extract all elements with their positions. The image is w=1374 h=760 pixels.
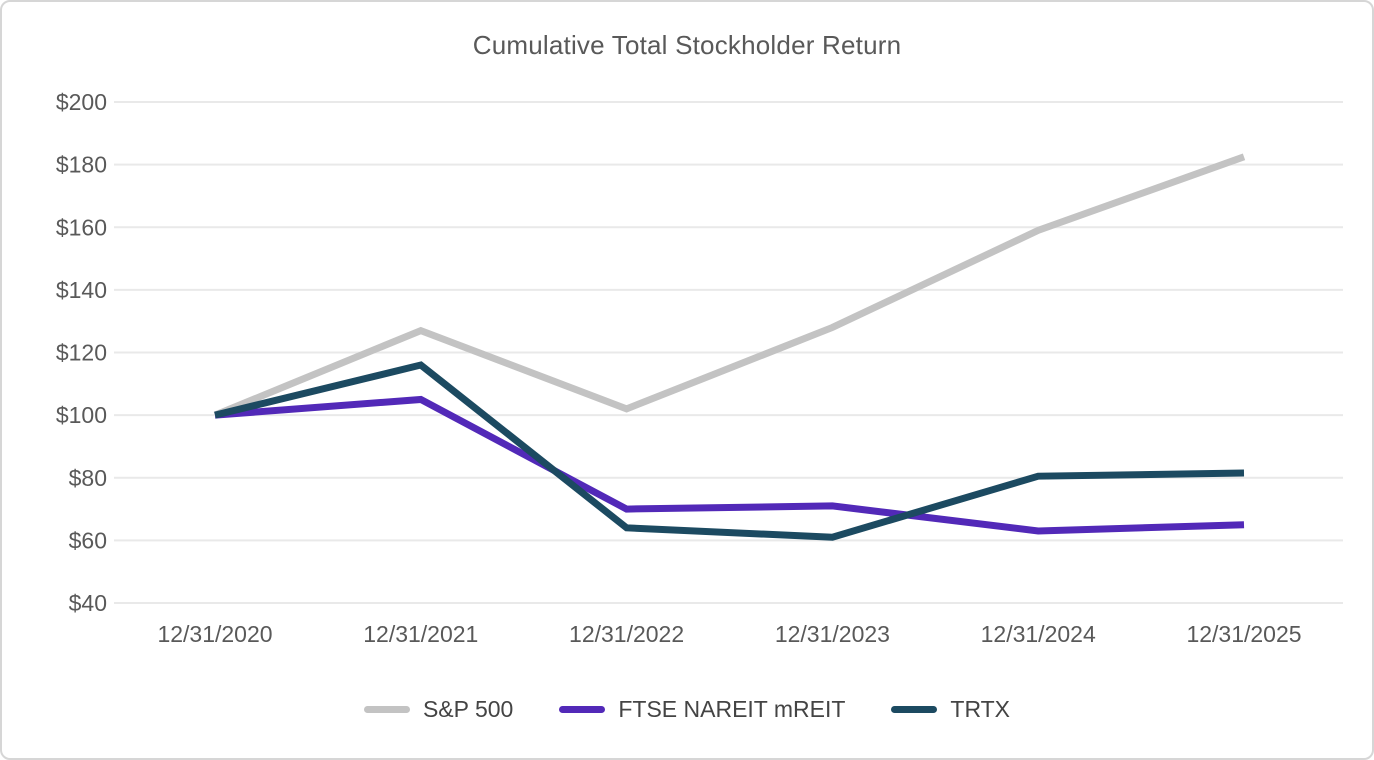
y-axis-tick-label: $200 [56,89,107,115]
legend-swatch-icon [559,706,606,713]
y-axis-tick-label: $140 [56,277,107,303]
y-axis-tick-label: $120 [56,340,107,366]
y-axis-tick-label: $80 [69,465,107,491]
x-axis-tick-label: 12/31/2021 [363,621,478,647]
series-line-s-p-500 [213,153,1246,419]
x-axis-tick-label: 12/31/2024 [981,621,1096,647]
x-axis-tick-label: 12/31/2025 [1186,621,1301,647]
series-line-ftse-nareit-mreit [214,395,1245,535]
y-axis-tick-label: $40 [69,590,107,616]
legend-label: TRTX [950,696,1011,722]
chart-legend: S&P 500 FTSE NAREIT mREIT TRTX [2,696,1372,723]
y-axis-tick-label: $60 [69,527,107,553]
chart-title: Cumulative Total Stockholder Return [472,30,902,60]
legend-item: S&P 500 [363,696,514,723]
legend-label: S&P 500 [422,696,514,722]
legend-label: FTSE NAREIT mREIT [618,696,846,722]
legend-swatch-icon [363,706,410,713]
y-axis-tick-label: $100 [56,402,107,428]
legend-item: TRTX [891,696,1010,723]
x-axis-tick-label: 12/31/2023 [775,621,890,647]
x-axis-tick-label: 12/31/2020 [157,621,272,647]
y-axis-tick-label: $160 [56,214,107,240]
legend-item: FTSE NAREIT mREIT [559,696,845,723]
x-axis-tick-label: 12/31/2022 [569,621,684,647]
legend-swatch-icon [891,706,938,713]
series-line-trtx [214,361,1245,541]
y-axis-tick-label: $180 [56,152,107,178]
